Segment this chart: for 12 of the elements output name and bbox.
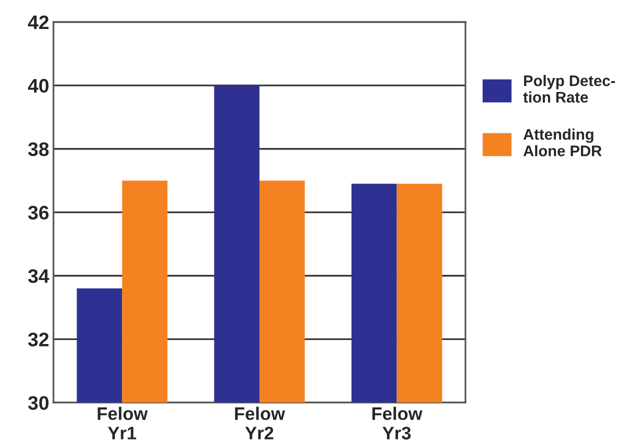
y-tick-label: 38 xyxy=(28,142,49,156)
legend-label: Attending Alone PDR xyxy=(523,128,602,156)
y-tick-label: 42 xyxy=(28,15,49,30)
x-tick-label: Felow Yr1 xyxy=(98,406,148,440)
y-tick-label: 40 xyxy=(28,78,49,93)
y-tick-label: 32 xyxy=(28,332,49,346)
x-tick-label: Felow Yr2 xyxy=(235,406,286,440)
y-tick-label: 34 xyxy=(28,269,50,283)
y-tick-label: 36 xyxy=(28,206,49,220)
x-tick-label: Felow Yr3 xyxy=(372,406,422,440)
y-tick-label: 30 xyxy=(28,396,49,410)
legend-label: Polyp Detec- tion Rate xyxy=(523,74,615,103)
